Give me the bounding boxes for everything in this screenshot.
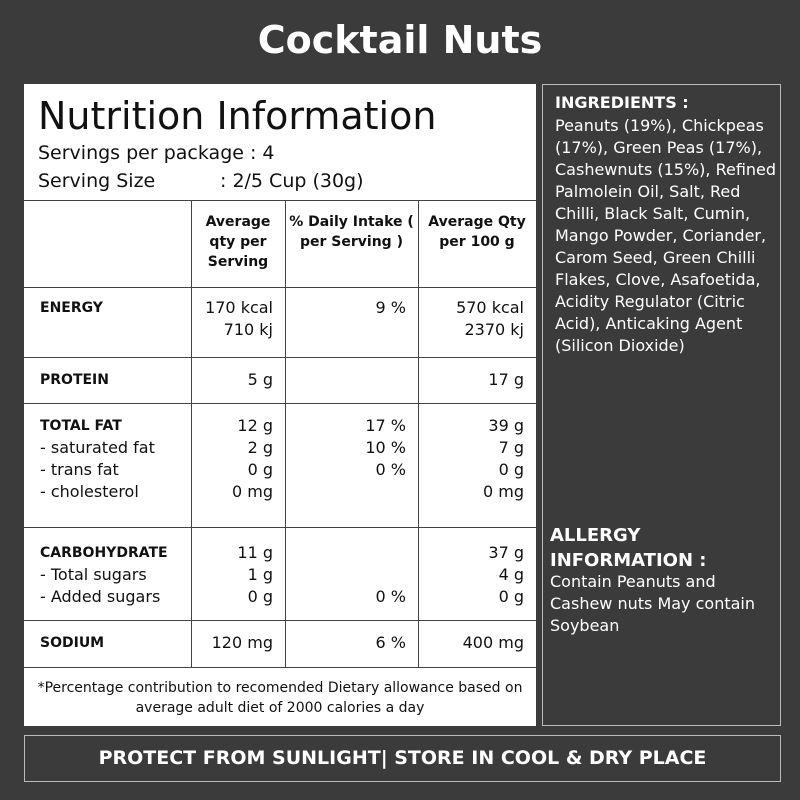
- nutrition-panel: Nutrition Information Servings per packa…: [24, 84, 536, 726]
- nutrient-value: 5 g: [247, 370, 273, 389]
- column-header: Average Qty per 100 g: [428, 214, 526, 250]
- serving-size-label: Serving Size: [38, 170, 156, 192]
- nutrient-value: 10 %: [365, 438, 406, 457]
- nutrient-value: 120 mg: [211, 633, 273, 652]
- footnote: *Percentage contribution to recomended D…: [37, 680, 523, 716]
- column-border: [418, 200, 419, 667]
- nutrient-label: - saturated fat: [40, 438, 155, 457]
- nutrient-value: 0 %: [375, 460, 406, 479]
- row-border: [24, 287, 536, 288]
- nutrient-value: 0 mg: [482, 482, 524, 501]
- nutrient-value: 0 g: [247, 587, 273, 606]
- nutrient-label: PROTEIN: [40, 372, 109, 388]
- nutrient-value: 0 g: [498, 460, 524, 479]
- nutrient-value: 170 kcal: [205, 298, 273, 317]
- nutrient-label: SODIUM: [40, 635, 105, 651]
- nutrient-label: - cholesterol: [40, 482, 139, 501]
- nutrient-value: 17 g: [488, 370, 524, 389]
- nutrient-value: 39 g: [488, 416, 524, 435]
- nutrient-label: - trans fat: [40, 460, 119, 479]
- nutrient-value: 4 g: [498, 565, 524, 584]
- nutrient-value: 0 g: [498, 587, 524, 606]
- nutrient-label: TOTAL FAT: [40, 418, 122, 434]
- ingredients-text: Peanuts (19%), Chickpeas (17%), Green Pe…: [555, 116, 777, 355]
- nutrient-label: - Total sugars: [40, 565, 147, 584]
- row-border: [24, 527, 536, 528]
- nutrient-value: 9 %: [375, 298, 406, 317]
- row-border: [24, 357, 536, 358]
- nutrient-value: 37 g: [488, 543, 524, 562]
- nutrient-value: 11 g: [237, 543, 273, 562]
- nutrient-label: - Added sugars: [40, 587, 161, 606]
- allergy-heading: ALLERGY INFORMATION :: [550, 525, 707, 571]
- nutrient-value: 570 kcal: [456, 298, 524, 317]
- nutrient-value: 1 g: [247, 565, 273, 584]
- column-border: [285, 200, 286, 667]
- nutrient-value: 0 mg: [231, 482, 273, 501]
- storage-note: PROTECT FROM SUNLIGHT| STORE IN COOL & D…: [24, 735, 781, 782]
- row-border: [24, 403, 536, 404]
- servings: Servings per package : 4: [38, 142, 275, 164]
- ingredients-heading: INGREDIENTS :: [555, 93, 689, 112]
- nutrient-value: 2 g: [247, 438, 273, 457]
- nutrient-label: ENERGY: [40, 300, 103, 316]
- column-border: [191, 200, 192, 667]
- nutrient-value: 2370 kj: [464, 320, 524, 339]
- nutrient-value: 0 %: [375, 587, 406, 606]
- product-title: Cocktail Nuts: [257, 18, 543, 62]
- serving-size: : 2/5 Cup (30g): [220, 170, 364, 192]
- table-border: [24, 200, 536, 201]
- row-border: [24, 620, 536, 621]
- nutrient-label: CARBOHYDRATE: [40, 545, 168, 561]
- nutrient-value: 400 mg: [462, 633, 524, 652]
- column-header: Average qty per Serving: [205, 214, 271, 270]
- nutrient-value: 6 %: [375, 633, 406, 652]
- nutrient-value: 710 kj: [223, 320, 273, 339]
- allergy-text: Contain Peanuts and Cashew nuts May cont…: [550, 572, 755, 635]
- nutrient-value: 0 g: [247, 460, 273, 479]
- column-header: % Daily Intake ( per Serving ): [289, 214, 414, 250]
- nutrient-value: 17 %: [365, 416, 406, 435]
- ingredients-panel: INGREDIENTS : Peanuts (19%), Chickpeas (…: [542, 84, 781, 726]
- row-border: [24, 667, 536, 668]
- nutrient-value: 12 g: [237, 416, 273, 435]
- nutrition-heading: Nutrition Information: [38, 94, 437, 138]
- nutrient-value: 7 g: [498, 438, 524, 457]
